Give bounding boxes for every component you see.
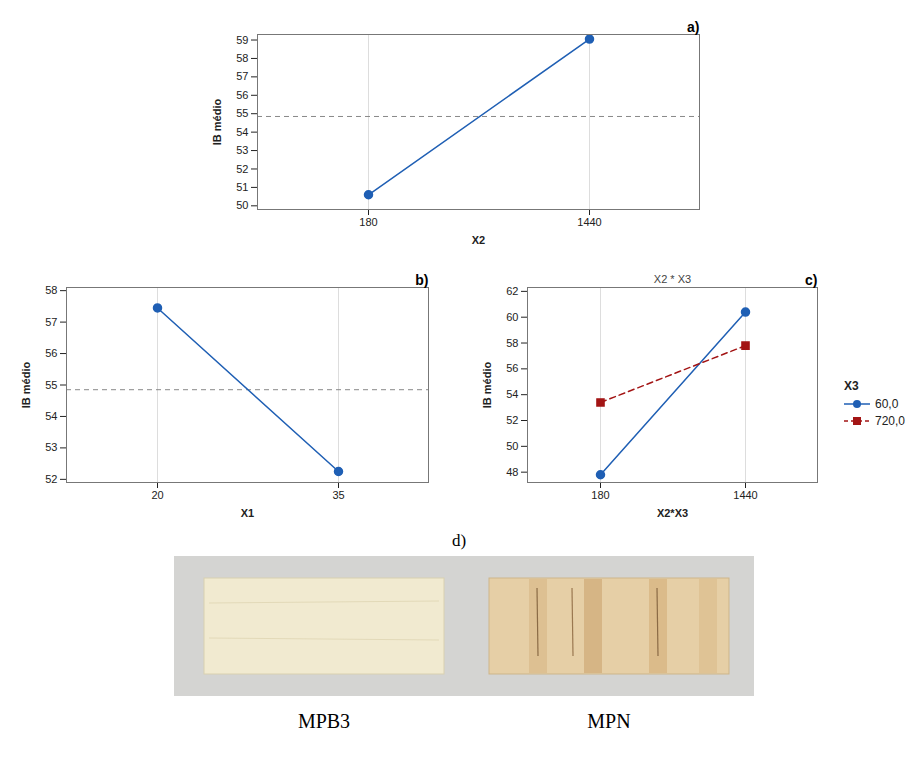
svg-text:50: 50 — [506, 440, 518, 452]
svg-text:59: 59 — [236, 34, 248, 46]
svg-text:1440: 1440 — [577, 216, 601, 228]
svg-text:55: 55 — [236, 107, 248, 119]
svg-text:180: 180 — [359, 216, 377, 228]
svg-text:58: 58 — [45, 284, 57, 296]
svg-text:50: 50 — [236, 199, 248, 211]
svg-text:62: 62 — [506, 285, 518, 297]
svg-text:58: 58 — [236, 52, 248, 64]
svg-text:48: 48 — [506, 466, 518, 478]
html-text:720,0: 720,0 — [875, 414, 905, 428]
svg-text:57: 57 — [45, 316, 57, 328]
svg-text:IB médio: IB médio — [481, 361, 493, 408]
svg-text:IB médio: IB médio — [20, 361, 32, 408]
svg-text:MPB3: MPB3 — [297, 710, 349, 732]
svg-text:57: 57 — [236, 70, 248, 82]
svg-text:56: 56 — [45, 347, 57, 359]
svg-text:MPN: MPN — [587, 710, 630, 732]
svg-text:X2 * X3: X2 * X3 — [654, 273, 691, 285]
svg-text:52: 52 — [506, 414, 518, 426]
svg-text:53: 53 — [45, 441, 57, 453]
svg-text:X2*X3: X2*X3 — [657, 507, 688, 519]
svg-text:a): a) — [687, 19, 699, 35]
svg-text:X1: X1 — [241, 507, 254, 519]
svg-text:180: 180 — [591, 489, 609, 501]
svg-text:56: 56 — [506, 362, 518, 374]
svg-text:54: 54 — [506, 388, 518, 400]
svg-text:1440: 1440 — [733, 489, 757, 501]
svg-text:52: 52 — [45, 473, 57, 485]
html-text:60,0: 60,0 — [875, 397, 899, 411]
svg-text:54: 54 — [236, 126, 248, 138]
svg-text:c): c) — [805, 272, 817, 288]
svg-text:35: 35 — [332, 489, 344, 501]
svg-text:52: 52 — [236, 162, 248, 174]
svg-text:b): b) — [415, 272, 428, 288]
svg-text:55: 55 — [45, 379, 57, 391]
svg-text:20: 20 — [151, 489, 163, 501]
svg-text:60: 60 — [506, 311, 518, 323]
svg-text:54: 54 — [45, 410, 57, 422]
svg-text:d): d) — [451, 531, 465, 550]
svg-text:51: 51 — [236, 181, 248, 193]
svg-text:IB médio: IB médio — [211, 98, 223, 145]
svg-text:58: 58 — [506, 337, 518, 349]
svg-text:X2: X2 — [471, 234, 484, 246]
svg-text:53: 53 — [236, 144, 248, 156]
html-text:X3: X3 — [844, 379, 859, 393]
svg-text:56: 56 — [236, 89, 248, 101]
